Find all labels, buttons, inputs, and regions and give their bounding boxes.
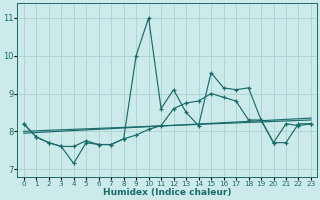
X-axis label: Humidex (Indice chaleur): Humidex (Indice chaleur) bbox=[103, 188, 232, 197]
